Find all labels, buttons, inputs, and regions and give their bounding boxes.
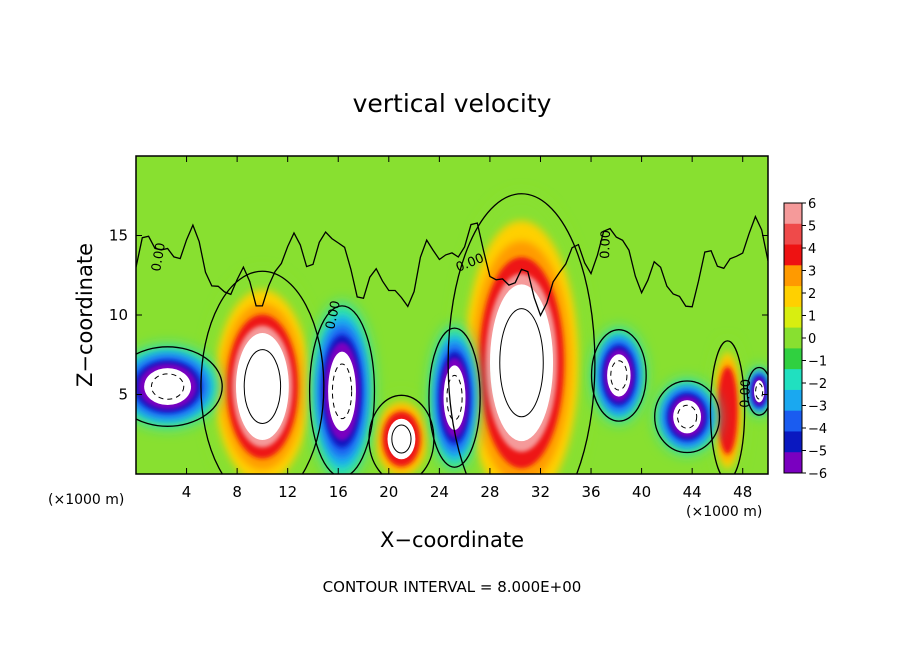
colorbar-label: −5: [808, 445, 827, 460]
x-tick-label: 28: [480, 483, 499, 501]
zero-contour: [136, 214, 768, 318]
x-tick-label: 36: [581, 483, 600, 501]
x-tick-label: 12: [278, 483, 297, 501]
colorbar-label: 4: [808, 242, 816, 257]
x-axis-ticks: 4 8 12 16 20 24 28 32 36 40 44 48: [182, 156, 752, 501]
updraft-band: [717, 366, 738, 454]
zero-contour: [654, 380, 721, 454]
colorbar-swatch: [784, 223, 802, 246]
updraft-core: [236, 333, 289, 441]
y-axis-label: Z−coordinate: [73, 243, 97, 387]
downdraft-cell: [429, 325, 480, 471]
contour-label: 0.00: [738, 379, 754, 408]
inner-contour: [331, 363, 353, 420]
updraft-cell: [371, 395, 432, 474]
contour-label: 0.00: [598, 230, 614, 259]
x-tick-label: 40: [632, 483, 651, 501]
x-tick-label: 32: [531, 483, 550, 501]
zero-contour: [136, 346, 223, 427]
colorbar-label: 3: [808, 265, 816, 280]
inner-contour: [499, 308, 544, 418]
x-tick-label: 48: [733, 483, 752, 501]
inner-contour: [446, 374, 463, 421]
colorbar-swatch: [784, 410, 802, 432]
colorbar-label: 6: [808, 197, 816, 212]
y-tick-label: 5: [118, 386, 128, 404]
inner-contour: [755, 383, 764, 400]
zero-contour: [428, 327, 481, 468]
colorbar-label: −2: [808, 377, 827, 392]
velocity-field: [136, 193, 768, 474]
colorbar-label: 2: [808, 287, 816, 302]
contour-interval-label: CONTOUR INTERVAL = 8.000E+00: [323, 578, 582, 596]
colorbar-swatch: [784, 244, 802, 266]
downdraft-cell: [655, 379, 719, 454]
zero-contour: [200, 270, 325, 474]
updraft-cell: [453, 193, 590, 474]
zero-contour: [308, 305, 376, 474]
y-axis-ticks: 5 10 15: [109, 227, 768, 404]
downdraft-cell: [747, 366, 768, 417]
contour-label: 0.00: [323, 299, 344, 330]
colorbar-swatch: [784, 431, 802, 453]
colorbar-label: 5: [808, 220, 816, 235]
y-tick-label: 10: [109, 306, 128, 324]
zero-contour: [746, 366, 768, 416]
updraft-cell: [711, 340, 744, 474]
colorbar-swatch: [784, 369, 802, 391]
x-unit-right: (×1000 m): [686, 504, 762, 520]
inner-contour: [150, 373, 185, 400]
y-tick-label: 15: [109, 227, 128, 245]
colorbar-swatch: [784, 348, 802, 370]
zero-contour: [590, 329, 647, 422]
colorbar-label: 1: [808, 310, 816, 325]
colorbar-label: −6: [808, 467, 827, 482]
inner-contour: [676, 404, 698, 429]
contour-label: 0.00: [149, 242, 169, 273]
plot-area: [136, 156, 768, 474]
colorbar-label: −4: [808, 422, 827, 437]
inner-contour: [243, 349, 282, 424]
x-tick-label: 16: [329, 483, 348, 501]
zero-contour: [447, 193, 596, 474]
updraft-core: [489, 284, 554, 442]
colorbar-label: −3: [808, 400, 827, 415]
colorbar-swatch: [784, 452, 802, 474]
colorbar-swatch: [784, 306, 802, 329]
colorbar-swatch: [784, 265, 802, 287]
inner-contour: [610, 360, 628, 391]
chart-title: vertical velocity: [353, 89, 552, 118]
contour-lines: [136, 193, 768, 474]
colorbar-swatch: [784, 203, 802, 225]
colorbar-swatch: [784, 389, 802, 412]
x-axis-label: X−coordinate: [380, 528, 524, 552]
colorbar: 6 5 4 3 2 1 0 −1 −2 −3 −4 −5 −6: [783, 197, 827, 482]
contour-labels: 0.00 0.00 0.00 0.00 0.00: [149, 230, 754, 408]
colorbar-swatch: [784, 327, 802, 349]
x-tick-label: 4: [182, 483, 192, 501]
colorbar-swatch: [784, 286, 802, 308]
x-tick-label: 8: [232, 483, 242, 501]
colorbar-label: 0: [808, 332, 816, 347]
zero-contour: [709, 340, 746, 474]
downdraft-cell: [310, 302, 374, 474]
inner-contour: [391, 424, 412, 454]
updraft-cell: [205, 271, 320, 474]
x-tick-label: 24: [430, 483, 449, 501]
x-tick-label: 20: [379, 483, 398, 501]
x-unit-left: (×1000 m): [48, 492, 124, 508]
x-tick-label: 44: [683, 483, 702, 501]
colorbar-label: −1: [808, 355, 827, 370]
